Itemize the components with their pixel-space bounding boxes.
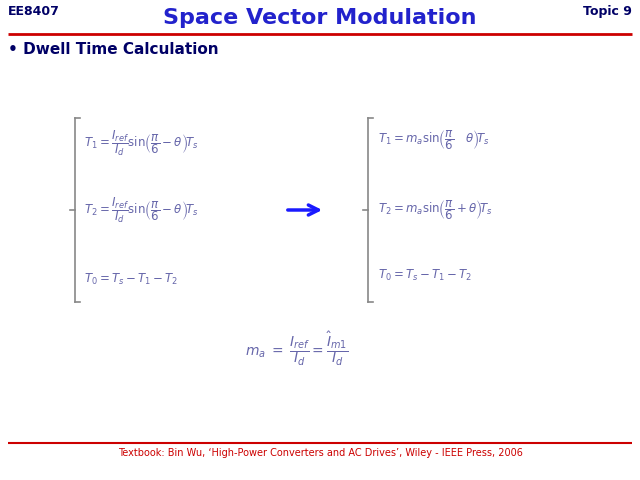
- Text: • Dwell Time Calculation: • Dwell Time Calculation: [8, 42, 219, 57]
- Text: $T_2 = \dfrac{I_{ref}}{I_d}\sin\!\left(\dfrac{\pi}{6}-\theta\right)\!T_s$: $T_2 = \dfrac{I_{ref}}{I_d}\sin\!\left(\…: [84, 195, 199, 225]
- Text: Topic 9: Topic 9: [583, 5, 632, 18]
- Text: $m_a \;=\; \dfrac{I_{ref}}{I_d} = \dfrac{\hat{I}_{m1}}{I_d}$: $m_a \;=\; \dfrac{I_{ref}}{I_d} = \dfrac…: [245, 330, 348, 368]
- Text: $T_2 = m_a\sin\!\left(\dfrac{\pi}{6}+\theta\right)\!T_s$: $T_2 = m_a\sin\!\left(\dfrac{\pi}{6}+\th…: [378, 198, 493, 222]
- Text: $T_0 = T_s - T_1 - T_2$: $T_0 = T_s - T_1 - T_2$: [378, 268, 472, 283]
- Text: $T_1 = \dfrac{I_{ref}}{I_d}\sin\!\left(\dfrac{\pi}{6}-\theta\right)\!T_s$: $T_1 = \dfrac{I_{ref}}{I_d}\sin\!\left(\…: [84, 128, 199, 158]
- Text: Textbook: Bin Wu, ‘High-Power Converters and AC Drives’, Wiley - IEEE Press, 200: Textbook: Bin Wu, ‘High-Power Converters…: [118, 448, 522, 458]
- Text: $T_0 = T_s - T_1 - T_2$: $T_0 = T_s - T_1 - T_2$: [84, 272, 178, 287]
- Text: Space Vector Modulation: Space Vector Modulation: [163, 8, 477, 28]
- Text: EE8407: EE8407: [8, 5, 60, 18]
- Text: $T_1 = m_a\sin\!\left(\dfrac{\pi}{6}\quad\theta\right)\!T_s$: $T_1 = m_a\sin\!\left(\dfrac{\pi}{6}\qua…: [378, 128, 490, 152]
